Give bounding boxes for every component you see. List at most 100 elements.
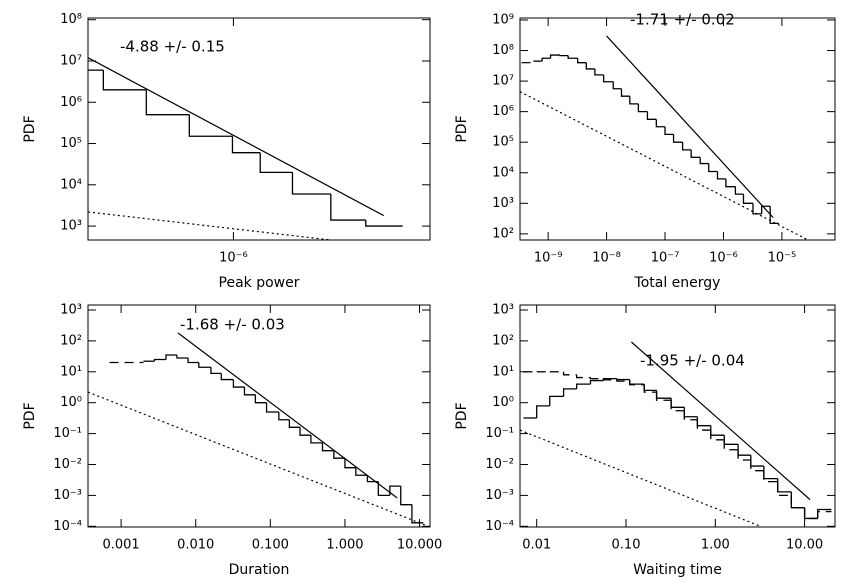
- histogram-step: [210, 367, 222, 375]
- histogram-step: [536, 405, 550, 418]
- histogram-step: [330, 193, 366, 221]
- histogram-step: [254, 394, 267, 404]
- histogram-step: [165, 354, 177, 360]
- histogram-step: [585, 62, 595, 70]
- y-tick-label: 10⁻⁴: [485, 519, 514, 534]
- plot-frame: [519, 304, 836, 528]
- x-tick-label: 10⁻⁹: [534, 251, 563, 266]
- y-tick-label: 10⁻⁴: [53, 519, 82, 534]
- histogram-step: [790, 495, 805, 509]
- x-tick-label: 0.010: [177, 538, 214, 553]
- y-tick-label: 10⁻²: [53, 457, 82, 472]
- histogram-step: [567, 55, 578, 59]
- histogram-step: [549, 54, 561, 59]
- y-tick-label: 10⁴: [60, 177, 82, 192]
- y-tick-label: 10⁵: [492, 135, 514, 150]
- histogram-step: [562, 371, 577, 376]
- y-tick-label: 10²: [492, 333, 514, 348]
- annotation: -1.95 +/- 0.04: [640, 352, 745, 370]
- y-tick-label: 10⁻¹: [53, 426, 82, 441]
- histogram-step: [589, 377, 604, 380]
- y-tick-label: 10¹: [492, 364, 514, 379]
- x-tick-label: 10⁻⁵: [768, 251, 797, 266]
- histogram-step: [365, 220, 403, 227]
- histogram-step: [288, 419, 301, 428]
- histogram-step: [803, 507, 818, 520]
- histogram-step: [589, 379, 604, 385]
- histogram-step: [699, 157, 709, 165]
- x-tick-label: 0.10: [612, 538, 641, 553]
- histogram-step: [816, 508, 832, 519]
- histogram-step: [723, 435, 739, 445]
- histogram-step: [672, 134, 683, 143]
- plot-area: [88, 332, 430, 527]
- histogram-step: [646, 111, 657, 120]
- y-tick-label: 10⁻³: [485, 488, 514, 503]
- histogram-step: [725, 178, 736, 188]
- histogram-step: [102, 70, 147, 91]
- annotation: -1.71 +/- 0.02: [630, 11, 735, 29]
- histogram-step: [333, 450, 345, 459]
- y-tick-label: 10⁻¹: [485, 426, 514, 441]
- x-tick-label: 10⁻⁶: [709, 251, 738, 266]
- histogram-step: [562, 388, 577, 397]
- y-tick-label: 10¹: [60, 364, 82, 379]
- histogram-step: [760, 205, 771, 214]
- y-tick-label: 10⁸: [492, 43, 514, 58]
- histogram-step: [310, 435, 323, 444]
- x-tick-label: 1.00: [701, 538, 730, 553]
- histogram-step: [559, 54, 569, 57]
- plot-frame: [519, 17, 836, 241]
- histogram-step: [344, 458, 356, 469]
- x-tick-label: 0.001: [102, 538, 139, 553]
- y-tick-label: 10²: [60, 333, 82, 348]
- x-tick-label: 0.100: [252, 538, 289, 553]
- y-tick-label: 10²: [492, 226, 514, 241]
- x-axis-label: Total energy: [634, 275, 721, 291]
- solid-line: [606, 35, 774, 219]
- histogram-step: [616, 378, 630, 381]
- dotted-line: [88, 391, 430, 527]
- histogram-step: [198, 362, 211, 368]
- histogram-step: [629, 379, 645, 385]
- y-axis-label: PDF: [22, 115, 38, 142]
- histogram-step: [655, 392, 672, 401]
- histogram-step: [259, 152, 293, 174]
- y-tick-label: 10⁷: [492, 74, 514, 89]
- y-axis-label: PDF: [454, 402, 470, 429]
- panel: 10⁻⁴ 10⁻³ 10⁻² 10⁻¹ 10⁰ 10¹ 10² 10³ 0.01 0.10 1.00…: [454, 302, 836, 578]
- histogram-step: [616, 379, 630, 382]
- histogram-step: [683, 410, 698, 421]
- histogram-step: [696, 419, 711, 431]
- histogram-step: [737, 449, 751, 461]
- histogram-step: [145, 89, 190, 116]
- plot-area: [520, 35, 809, 240]
- histogram-step: [742, 194, 753, 204]
- histogram-step: [655, 119, 666, 128]
- histogram-step: [716, 171, 726, 180]
- y-tick-label: 10⁴: [492, 165, 514, 180]
- histogram-step: [400, 486, 412, 506]
- histogram-step: [377, 481, 390, 497]
- histogram-step: [723, 439, 739, 451]
- x-tick-label: 10.000: [397, 538, 443, 553]
- histogram-step: [769, 206, 779, 225]
- histogram-step: [690, 149, 701, 158]
- plot-area: [88, 57, 403, 240]
- histogram-step: [541, 57, 551, 62]
- x-tick-label: 10⁻⁷: [651, 251, 680, 266]
- histogram-step: [752, 203, 762, 215]
- annotation: -4.88 +/- 0.15: [120, 38, 225, 56]
- histogram-step: [355, 467, 368, 476]
- y-tick-label: 10⁸: [60, 12, 82, 27]
- histogram-step: [637, 103, 648, 113]
- histogram-step: [710, 430, 725, 441]
- histogram-step: [153, 358, 167, 362]
- histogram-step: [629, 96, 639, 105]
- histogram-step: [643, 384, 657, 392]
- dotted-line: [520, 91, 809, 240]
- y-axis-label: PDF: [22, 402, 38, 429]
- histogram-step: [411, 504, 424, 524]
- histogram-step: [243, 387, 256, 396]
